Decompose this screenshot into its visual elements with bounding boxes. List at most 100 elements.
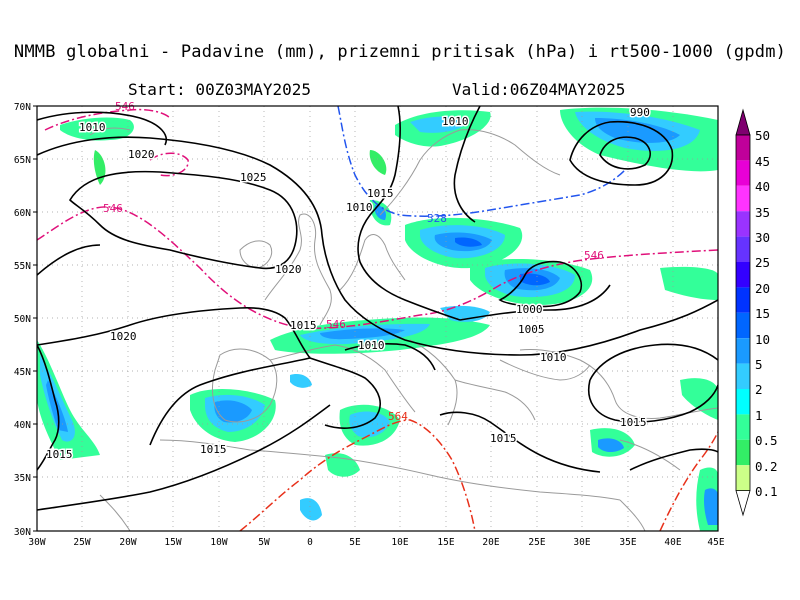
map-title: NMMB globalni - Padavine (mm), prizemni … xyxy=(13,42,787,62)
legend-label: 0.1 xyxy=(755,484,778,499)
legend-label: 50 xyxy=(755,128,770,143)
isobars xyxy=(37,106,718,511)
thickness-label: 564 xyxy=(388,410,408,423)
lon-label: 15E xyxy=(437,537,454,548)
isobar-label: 1020 xyxy=(128,148,155,161)
isobar-label: 1015 xyxy=(367,187,394,200)
isobar-label: 990 xyxy=(630,106,650,119)
lon-label: 30E xyxy=(573,537,590,548)
isobar-label: 1000 xyxy=(516,303,543,316)
isobar-label: 1010 xyxy=(358,339,385,352)
legend-label: 5 xyxy=(755,357,763,372)
lon-label: 15W xyxy=(164,537,181,548)
isobar-label: 1010 xyxy=(540,351,567,364)
isobar-label: 1010 xyxy=(442,115,469,128)
legend-labels: 50 45 40 35 30 25 20 15 10 5 2 1 0.5 0.2… xyxy=(755,128,778,499)
lon-label: 5E xyxy=(349,537,361,548)
legend-label: 25 xyxy=(755,255,770,270)
legend-label: 45 xyxy=(755,154,770,169)
legend-swatch xyxy=(736,185,750,212)
legend-label: 2 xyxy=(755,382,763,397)
isobar-labels: 1010 1020 1025 1020 1020 1015 1010 1015 … xyxy=(45,105,652,463)
isobar-label: 1025 xyxy=(240,171,267,184)
thickness-546-line xyxy=(37,206,718,330)
lon-label: 25W xyxy=(73,537,90,548)
thickness-546-loop xyxy=(149,152,189,177)
longitude-labels: 30W 25W 20W 15W 10W 5W 0 5E 10E 15E 20E … xyxy=(28,537,724,548)
thickness-label: 546 xyxy=(326,318,346,331)
legend-label: 35 xyxy=(755,205,770,220)
lat-label: 35N xyxy=(14,473,31,484)
lon-label: 20E xyxy=(482,537,499,548)
thickness-lines xyxy=(37,106,718,531)
legend-swatch xyxy=(736,135,750,161)
legend-label: 0.2 xyxy=(755,459,778,474)
thickness-label: 528 xyxy=(427,212,447,225)
lon-label: 40E xyxy=(664,537,681,548)
precip-legend xyxy=(735,108,751,517)
precipitation-layer xyxy=(37,107,718,531)
isobar-label: 1015 xyxy=(46,448,73,461)
isobar-label: 1015 xyxy=(620,416,647,429)
isobar-label: 1020 xyxy=(275,263,302,276)
lat-label: 60N xyxy=(14,208,31,219)
legend-label: 15 xyxy=(755,306,770,321)
lon-label: 10W xyxy=(210,537,227,548)
lat-label: 70N xyxy=(14,102,31,113)
lon-label: 10E xyxy=(391,537,408,548)
legend-label: 30 xyxy=(755,230,770,245)
legend-label: 1 xyxy=(755,408,763,423)
legend-swatch xyxy=(736,211,750,237)
lat-label: 65N xyxy=(14,155,31,166)
isobar-label: 1010 xyxy=(79,121,106,134)
legend-swatch xyxy=(736,160,750,186)
legend-swatch xyxy=(736,414,750,440)
legend-swatch xyxy=(736,389,750,415)
thickness-564-east xyxy=(659,431,718,531)
lat-label: 45N xyxy=(14,367,31,378)
legend-label: 20 xyxy=(755,281,770,296)
legend-bottom-line xyxy=(735,490,751,517)
legend-label: 10 xyxy=(755,332,770,347)
isobar-label: 1015 xyxy=(200,443,227,456)
thickness-label: 546 xyxy=(584,249,604,262)
legend-swatch xyxy=(736,287,750,313)
lat-label: 30N xyxy=(14,527,31,538)
legend-swatch xyxy=(736,439,750,466)
thickness-564-line xyxy=(239,419,476,531)
isobar-label: 1020 xyxy=(110,330,137,343)
legend-swatch xyxy=(736,312,750,339)
lon-label: 35E xyxy=(619,537,636,548)
lon-label: 45E xyxy=(707,537,724,548)
legend-swatch xyxy=(736,236,750,262)
lon-label: 5W xyxy=(258,537,270,548)
lon-label: 0 xyxy=(307,537,313,548)
lat-label: 50N xyxy=(14,314,31,325)
lon-label: 20W xyxy=(119,537,136,548)
isobar-label: 1015 xyxy=(290,319,317,332)
legend-top-triangle xyxy=(735,108,751,136)
thickness-546-north xyxy=(44,108,171,131)
axis-ticks xyxy=(33,105,37,532)
lat-label: 55N xyxy=(14,261,31,272)
legend-swatch xyxy=(736,262,750,288)
isobar-label: 1005 xyxy=(518,323,545,336)
legend-swatch xyxy=(736,338,750,364)
isobar-label: 1010 xyxy=(346,201,373,214)
lon-label: 30W xyxy=(28,537,45,548)
legend-swatch xyxy=(736,465,750,491)
graticule xyxy=(37,106,718,531)
valid-time: Valid:06Z04MAY2025 xyxy=(452,80,626,99)
legend-label: 0.5 xyxy=(755,433,778,448)
legend-swatch xyxy=(736,363,750,389)
latitude-labels: 70N 65N 60N 55N 50N 45N 40N 35N 30N xyxy=(14,102,31,538)
thickness-label: 546 xyxy=(103,202,123,215)
coastlines xyxy=(89,127,718,531)
lat-label: 40N xyxy=(14,420,31,431)
start-time: Start: 00Z03MAY2025 xyxy=(128,80,312,99)
isobar-label: 1015 xyxy=(490,432,517,445)
thickness-528-line xyxy=(337,106,626,217)
lon-label: 25E xyxy=(528,537,545,548)
legend-label: 40 xyxy=(755,179,770,194)
